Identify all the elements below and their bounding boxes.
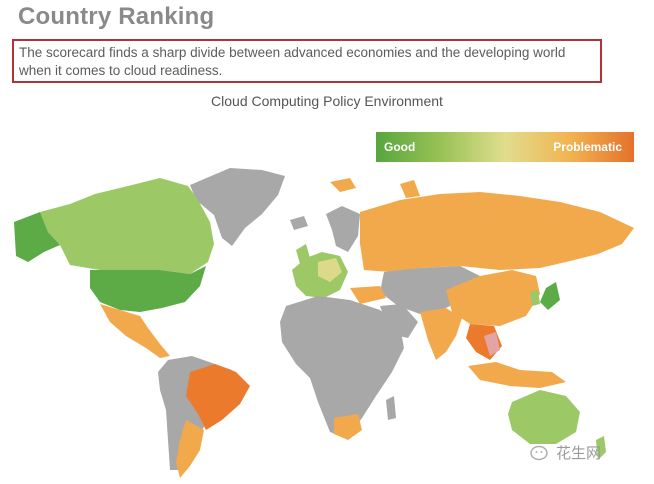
region-madagascar — [386, 396, 396, 420]
region-novaya-zemlya — [400, 180, 420, 198]
region-korea — [530, 290, 540, 306]
region-china — [446, 270, 540, 326]
region-arabia-nodata — [380, 304, 418, 338]
summary-text: The scorecard finds a sharp divide betwe… — [19, 45, 566, 78]
region-iceland — [290, 216, 308, 230]
region-alaska — [14, 212, 60, 262]
region-usa — [90, 266, 206, 312]
summary-callout: The scorecard finds a sharp divide betwe… — [12, 39, 602, 83]
legend-good-label: Good — [384, 140, 416, 154]
region-uk — [296, 244, 310, 264]
region-mexico — [100, 304, 170, 358]
region-turkey — [350, 286, 386, 304]
region-canada — [40, 178, 214, 274]
region-vietnam — [484, 332, 500, 356]
region-indonesia — [468, 362, 566, 388]
watermark-text: 花生网 — [556, 444, 602, 462]
region-greenland — [190, 168, 285, 246]
region-germany — [318, 258, 342, 282]
region-new-zealand — [596, 436, 606, 460]
region-india — [420, 308, 462, 360]
region-russia — [360, 192, 634, 272]
region-japan — [540, 282, 560, 310]
region-arctic-islands — [330, 178, 356, 192]
region-australia — [508, 390, 580, 444]
map-title: Cloud Computing Policy Environment — [211, 93, 443, 109]
region-scandinavia — [326, 206, 360, 252]
color-legend: Good Problematic — [376, 132, 634, 162]
region-brazil — [186, 364, 250, 430]
page-heading: Country Ranking — [18, 3, 215, 30]
region-africa-nodata — [280, 296, 404, 438]
legend-problematic-label: Problematic — [553, 140, 622, 154]
region-argentina — [176, 420, 204, 478]
region-south-africa — [334, 414, 362, 440]
wechat-logo-icon — [530, 445, 548, 461]
